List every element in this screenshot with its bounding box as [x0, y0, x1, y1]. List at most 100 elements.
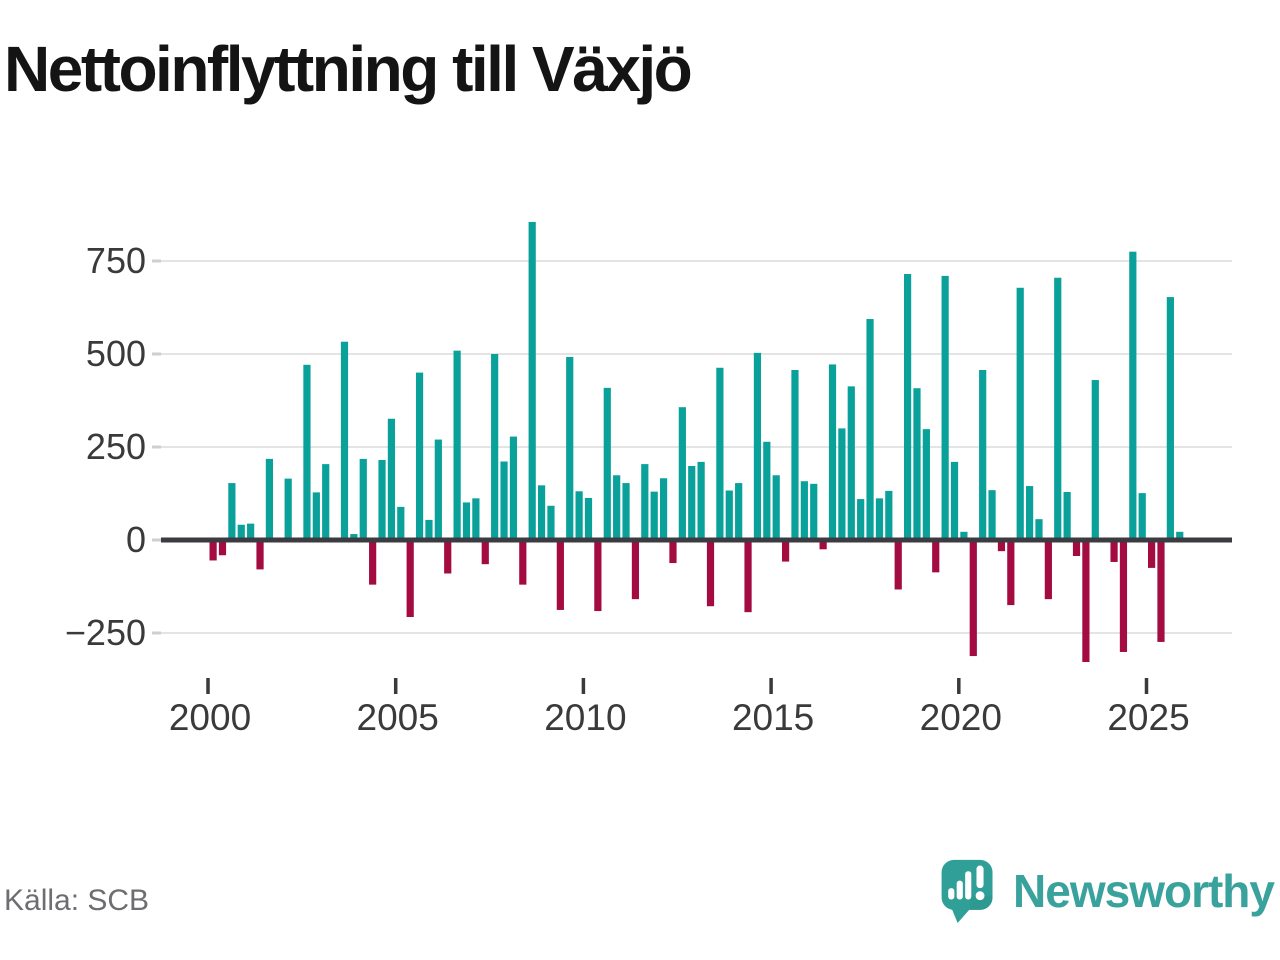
bar: [556, 540, 564, 610]
bar: [781, 540, 790, 562]
bar: [228, 483, 236, 540]
chart-title: Nettoinflyttning till Växjö: [4, 33, 693, 105]
bar: [866, 319, 874, 540]
bar: [1148, 540, 1156, 568]
y-axis-labels: 750 500 250 0 −250: [65, 240, 146, 653]
bar: [462, 502, 471, 540]
bar: [237, 524, 245, 540]
bar: [575, 491, 583, 540]
bar: [1082, 540, 1090, 663]
bar: [481, 540, 489, 565]
bar: [913, 388, 921, 540]
bar: [875, 498, 884, 540]
y-tick-label: 250: [86, 426, 146, 467]
bar: [969, 540, 977, 657]
bar: [312, 492, 320, 540]
bar: [979, 370, 987, 540]
bar: [1054, 277, 1062, 540]
bar: [903, 274, 912, 540]
bar: [519, 540, 527, 585]
bars: [209, 221, 1184, 663]
bar: [650, 491, 658, 540]
bar: [997, 540, 1006, 552]
bar: [669, 540, 677, 564]
bar: [566, 356, 574, 540]
bar: [359, 458, 367, 540]
bar: [434, 439, 442, 540]
bar: [800, 481, 808, 540]
bar: [1007, 540, 1015, 606]
bar: [641, 464, 649, 540]
x-axis-ticks: [206, 678, 1149, 694]
bar: [988, 490, 996, 540]
bar: [725, 490, 733, 540]
bar: [1157, 540, 1165, 642]
bar: [500, 461, 508, 540]
bar: [659, 478, 668, 540]
bar: [838, 428, 846, 540]
x-axis-labels: 2000 2005 2010 2015 2020 2025: [169, 697, 1190, 738]
bar: [885, 490, 893, 540]
bar: [369, 540, 377, 585]
gridlines: [161, 260, 1232, 634]
bar: [218, 540, 227, 556]
newsworthy-bubble-chart-icon: [941, 859, 993, 924]
bar: [584, 497, 593, 540]
bar: [1129, 251, 1137, 540]
bar: [1063, 492, 1071, 540]
y-tick-label: 750: [86, 240, 146, 281]
bar: [847, 386, 855, 540]
bar: [247, 523, 255, 540]
bar: [1166, 297, 1174, 540]
source-note: Källa: SCB: [4, 884, 150, 917]
bar: [941, 275, 949, 540]
bar: [1119, 540, 1128, 652]
bar: [1091, 380, 1099, 540]
bar: [810, 483, 818, 540]
bar-chart: 750 500 250 0 −250 2000 2005 2010 2015 2020 2025: [65, 221, 1232, 738]
bar: [735, 483, 743, 540]
bar: [444, 540, 452, 574]
bar: [509, 436, 518, 540]
bar: [1025, 486, 1034, 540]
bar: [1016, 287, 1024, 540]
bar: [322, 464, 330, 540]
bar: [857, 499, 865, 540]
bar: [1044, 540, 1052, 600]
bar: [791, 370, 799, 540]
bar: [256, 540, 264, 570]
bar: [303, 364, 311, 540]
bar: [1035, 519, 1043, 540]
bar: [265, 458, 274, 540]
bar: [1176, 531, 1184, 540]
bar: [932, 540, 940, 573]
bar: [716, 367, 724, 540]
bar: [350, 534, 358, 540]
bar: [819, 540, 827, 550]
bar: [753, 352, 762, 540]
newsworthy-logo: Newsworthy: [939, 858, 1275, 924]
bar: [425, 519, 433, 540]
bar: [547, 505, 555, 540]
x-tick-label: 2015: [732, 697, 814, 738]
bar: [613, 475, 621, 540]
bar: [894, 540, 902, 590]
x-tick-label: 2020: [920, 697, 1002, 738]
bar: [537, 485, 546, 540]
bar: [697, 461, 705, 540]
bar: [772, 475, 780, 540]
bar: [340, 341, 349, 540]
bar: [622, 483, 630, 540]
x-tick-label: 2000: [169, 697, 251, 738]
bar: [387, 418, 396, 540]
y-tick-label: 0: [126, 519, 146, 560]
bar: [763, 441, 771, 540]
bar: [960, 531, 968, 540]
bar: [491, 354, 499, 540]
bar: [678, 407, 686, 540]
y-tick-label: 500: [86, 333, 146, 374]
x-tick-label: 2010: [544, 697, 626, 738]
bar: [950, 461, 959, 540]
bar: [378, 460, 386, 540]
